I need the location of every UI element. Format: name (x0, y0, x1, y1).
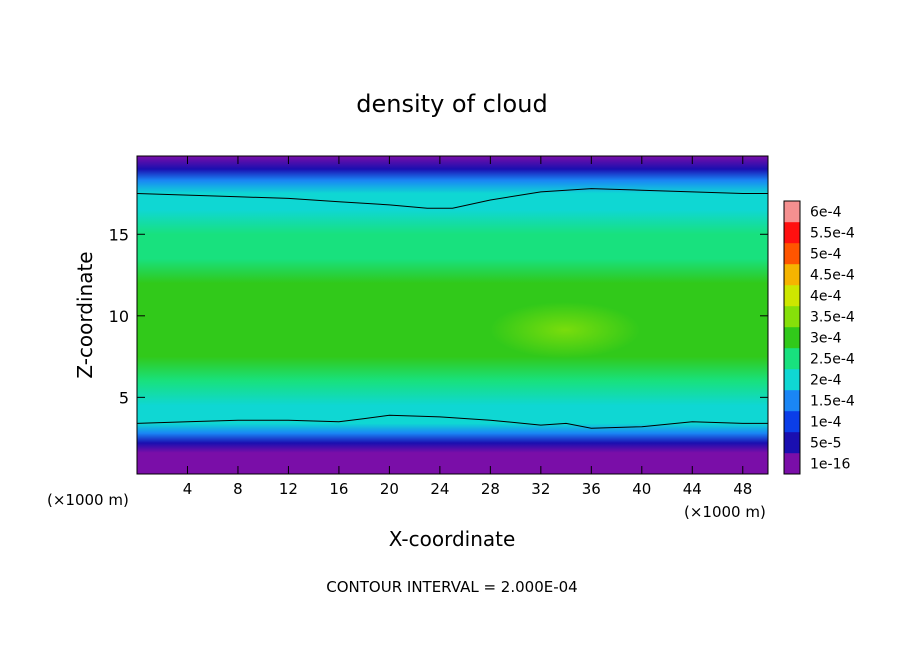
colorbar-swatch (784, 348, 800, 370)
plot-frame (136, 155, 769, 475)
colorbar-label: 5e-4 (810, 247, 842, 263)
chart-title: density of cloud (356, 90, 547, 118)
colorbar-swatch (784, 222, 800, 244)
x-tick-label: 8 (233, 480, 243, 498)
colorbar-swatch (784, 369, 800, 391)
x-unit-left: (×1000 m) (47, 491, 129, 509)
y-tick-label: 10 (109, 307, 129, 326)
x-tick-label: 12 (279, 480, 298, 498)
x-tick-label: 48 (733, 480, 752, 498)
colorbar-label: 1e-16 (810, 457, 850, 473)
y-axis-label: Z-coordinate (73, 251, 97, 378)
colorbar-frame (783, 200, 801, 475)
contour-interval-footer: CONTOUR INTERVAL = 2.000E-04 (326, 578, 577, 596)
x-tick-label: 4 (183, 480, 193, 498)
density-field (137, 156, 768, 474)
colorbar-label: 1.5e-4 (810, 394, 855, 410)
colorbar-label: 6e-4 (810, 205, 842, 221)
x-tick-label: 28 (481, 480, 500, 498)
colorbar-swatch (784, 201, 800, 223)
colorbar-label: 4.5e-4 (810, 268, 855, 284)
colorbar-swatch (784, 327, 800, 349)
x-tick-label: 36 (582, 480, 601, 498)
y-tick-label: 5 (119, 388, 129, 407)
colorbar-label: 5e-5 (810, 436, 841, 452)
y-tick-label: 15 (109, 225, 129, 244)
colorbar-label: 2.5e-4 (810, 352, 855, 368)
x-tick-label: 32 (531, 480, 550, 498)
x-tick-label: 40 (632, 480, 651, 498)
x-unit-right: (×1000 m) (684, 503, 766, 521)
colorbar-swatch (784, 432, 800, 454)
contour-line-lower (137, 414, 768, 429)
colorbar-label: 4e-4 (810, 289, 842, 305)
x-tick-label: 20 (380, 480, 399, 498)
colorbar-swatch (784, 390, 800, 412)
colorbar-swatch (784, 306, 800, 328)
colorbar-swatch (784, 264, 800, 286)
colorbar: 1e-16 5e-5 1e-4 1.5e-4 2e-4 2.5e-4 3e-4 3.5e-4 4… (783, 200, 855, 475)
colorbar-label: 1e-4 (810, 415, 842, 431)
x-tick-label: 44 (683, 480, 702, 498)
x-axis-label: X-coordinate (389, 527, 516, 551)
colorbar-label: 2e-4 (810, 373, 842, 389)
x-tick-label: 16 (329, 480, 348, 498)
colorbar-label: 3e-4 (810, 331, 842, 347)
colorbar-label: 5.5e-4 (810, 226, 855, 242)
contour-line-upper (137, 188, 768, 209)
colorbar-swatch (784, 285, 800, 307)
colorbar-label: 3.5e-4 (810, 310, 855, 326)
colorbar-swatch (784, 411, 800, 433)
x-tick-label: 24 (430, 480, 449, 498)
local-maximum-region (490, 302, 640, 358)
colorbar-swatch (784, 453, 800, 475)
colorbar-swatch (784, 243, 800, 265)
plot-area (137, 156, 768, 474)
